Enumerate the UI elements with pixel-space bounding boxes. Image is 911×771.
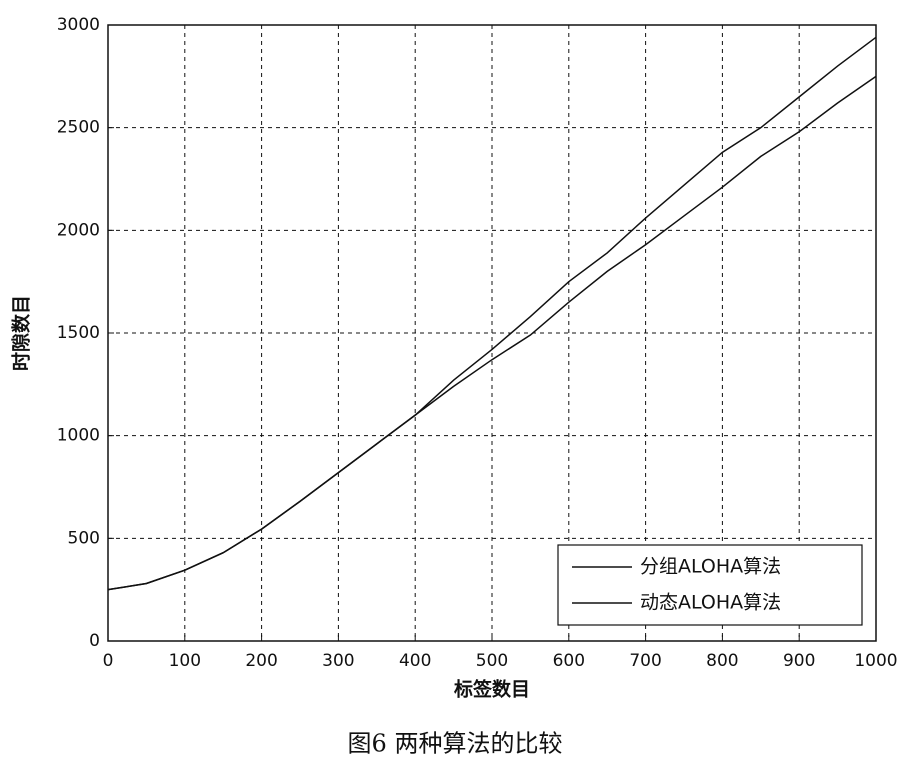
y-tick-label: 2000 — [57, 220, 100, 240]
legend-label: 分组ALOHA算法 — [640, 556, 781, 578]
x-tick-label: 400 — [399, 651, 431, 671]
y-tick-label: 2500 — [57, 118, 100, 138]
x-axis-label: 标签数目 — [454, 678, 530, 701]
x-tick-label: 800 — [706, 651, 738, 671]
y-tick-label: 1000 — [57, 426, 100, 446]
y-tick-label: 3000 — [57, 15, 100, 35]
y-tick-label: 0 — [89, 631, 100, 651]
y-axis-label: 时隙数目 — [10, 295, 33, 371]
legend-box — [557, 544, 863, 626]
legend-label: 动态ALOHA算法 — [640, 592, 781, 614]
x-tick-label: 900 — [783, 651, 815, 671]
x-tick-label: 1000 — [854, 651, 897, 671]
x-tick-label: 100 — [169, 651, 201, 671]
caption: 图6 两种算法的比较 — [348, 730, 563, 758]
x-tick-label: 700 — [629, 651, 661, 671]
x-tick-label: 300 — [322, 651, 354, 671]
x-tick-label: 0 — [103, 651, 114, 671]
y-tick-label: 500 — [68, 528, 100, 548]
x-tick-label: 200 — [245, 651, 277, 671]
data-line — [107, 36, 877, 591]
y-tick-label: 1500 — [57, 323, 100, 343]
x-tick-label: 500 — [476, 651, 508, 671]
x-tick-label: 600 — [553, 651, 585, 671]
